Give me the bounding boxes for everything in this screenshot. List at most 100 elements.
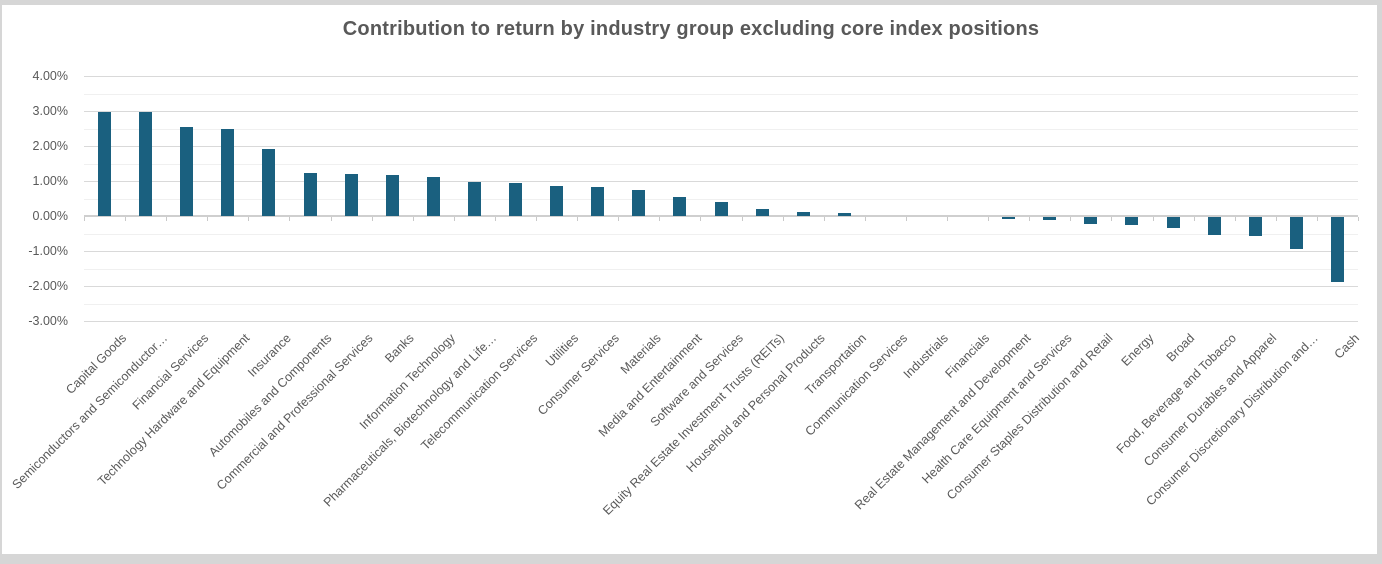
x-axis-tick [947, 217, 948, 221]
bar-equity-real-estate-investment-trusts-reits [755, 209, 769, 216]
x-axis-category-label: Cash [1331, 331, 1362, 362]
bar-transportation [837, 213, 851, 216]
x-axis-tick [1317, 217, 1318, 221]
x-axis-tick [988, 217, 989, 221]
x-axis-category-label: Semiconductors and Semiconductor… [9, 331, 171, 492]
window-border-right [1377, 0, 1382, 564]
bar-cash [1330, 217, 1344, 282]
chart-title: Contribution to return by industry group… [342, 18, 1040, 40]
x-axis-category-label: Technology Hardware and Equipment [94, 331, 253, 489]
y-axis-tick-label: -1.00% [28, 243, 68, 258]
y-axis-tick-label: -2.00% [28, 278, 68, 293]
x-axis-tick [783, 217, 784, 221]
plot-area [84, 76, 1359, 322]
major-gridline [84, 111, 1358, 112]
x-axis-tick [700, 217, 701, 221]
x-axis-category-label: Health Care Equipment and Services [918, 331, 1075, 487]
window-border-bottom [0, 554, 1382, 564]
major-gridline [84, 181, 1358, 182]
x-axis-category-label: Financial Services [129, 331, 212, 413]
bar-consumer-durables-and-apparel [1248, 217, 1262, 236]
x-axis-tick [1194, 217, 1195, 221]
major-gridline [84, 76, 1358, 77]
x-axis-tick [865, 217, 866, 221]
y-axis-tick-label: -3.00% [28, 313, 68, 328]
bar-semiconductors-and-semiconductor [139, 112, 153, 216]
x-axis-tick [1276, 217, 1277, 221]
bar-financial-services [180, 127, 194, 216]
x-axis-tick [824, 217, 825, 221]
x-axis-tick [207, 217, 208, 221]
x-axis-category-label: Consumer Services [535, 331, 623, 419]
bar-insurance [262, 149, 276, 216]
bar-broad [1166, 217, 1180, 228]
major-gridline [84, 286, 1358, 287]
minor-gridline [84, 163, 1358, 165]
y-axis-tick-label: 2.00% [32, 138, 68, 153]
bar-energy [1125, 217, 1139, 226]
x-axis-tick [166, 217, 167, 221]
bar-consumer-services [591, 186, 605, 216]
major-gridline [84, 321, 1358, 322]
x-axis-tick [659, 217, 660, 221]
y-axis-tick-label: 0.00% [32, 208, 68, 223]
bar-materials [632, 190, 646, 216]
minor-gridline [84, 128, 1358, 130]
y-axis-tick-label: 3.00% [32, 103, 68, 118]
x-axis-tick [125, 217, 126, 221]
window-border-top [0, 0, 1382, 5]
x-axis-category-label: Utilities [542, 331, 582, 370]
x-axis-tick [1070, 217, 1071, 221]
minor-gridline [84, 198, 1358, 200]
x-axis-tick [1029, 217, 1030, 221]
x-axis-line [84, 215, 1358, 217]
x-axis-tick [454, 217, 455, 221]
x-axis-tick [331, 217, 332, 221]
bar-automobiles-and-components [303, 172, 317, 216]
x-axis-tick [289, 217, 290, 221]
x-axis-tick [372, 217, 373, 221]
bar-health-care-equipment-and-services [1043, 217, 1057, 221]
minor-gridline [84, 93, 1358, 95]
x-axis-category-label: Broad [1164, 331, 1198, 365]
x-axis-tick [742, 217, 743, 221]
bar-consumer-staples-distribution-and-retail [1084, 217, 1098, 225]
y-axis-tick-label: 1.00% [32, 173, 68, 188]
bar-utilities [550, 186, 564, 216]
x-axis-tick [1358, 217, 1359, 221]
bar-information-technology [426, 176, 440, 216]
x-axis-tick [1111, 217, 1112, 221]
window-border-left [0, 0, 2, 564]
major-gridline [84, 251, 1358, 252]
x-axis-category-label: Energy [1118, 331, 1157, 369]
bar-real-estate-management-and-development [1002, 217, 1016, 220]
x-axis-tick [577, 217, 578, 221]
bar-capital-goods [98, 112, 112, 216]
x-axis-tick [84, 217, 85, 221]
y-axis-tick-label: 4.00% [32, 68, 68, 83]
x-axis-tick [495, 217, 496, 221]
x-axis-tick [618, 217, 619, 221]
x-axis-tick [906, 217, 907, 221]
bar-banks [385, 175, 399, 216]
x-axis-tick [536, 217, 537, 221]
bar-software-and-services [714, 202, 728, 216]
bar-household-and-personal-products [796, 212, 810, 216]
x-axis-category-label: Banks [382, 331, 417, 366]
y-axis: 4.00% 3.00% 2.00% 1.00% 0.00% -1.00% -2.00% -3.… [0, 69, 68, 328]
bar-food-beverage-and-tobacco [1207, 217, 1221, 235]
bar-media-and-entertainment [673, 196, 687, 216]
major-gridline [84, 146, 1358, 147]
bar-telecommunication-services [509, 183, 523, 216]
minor-gridline [84, 303, 1358, 305]
bar-technology-hardware-and-equipment [221, 128, 235, 216]
bar-commercial-and-professional-services [344, 174, 358, 216]
x-axis-tick [413, 217, 414, 221]
x-axis-tick [248, 217, 249, 221]
bar-pharmaceuticals-biotechnology-and-life [467, 182, 481, 216]
bar-consumer-discretionary-distribution-and [1289, 217, 1303, 249]
minor-gridline [84, 268, 1358, 270]
x-axis-tick [1235, 217, 1236, 221]
